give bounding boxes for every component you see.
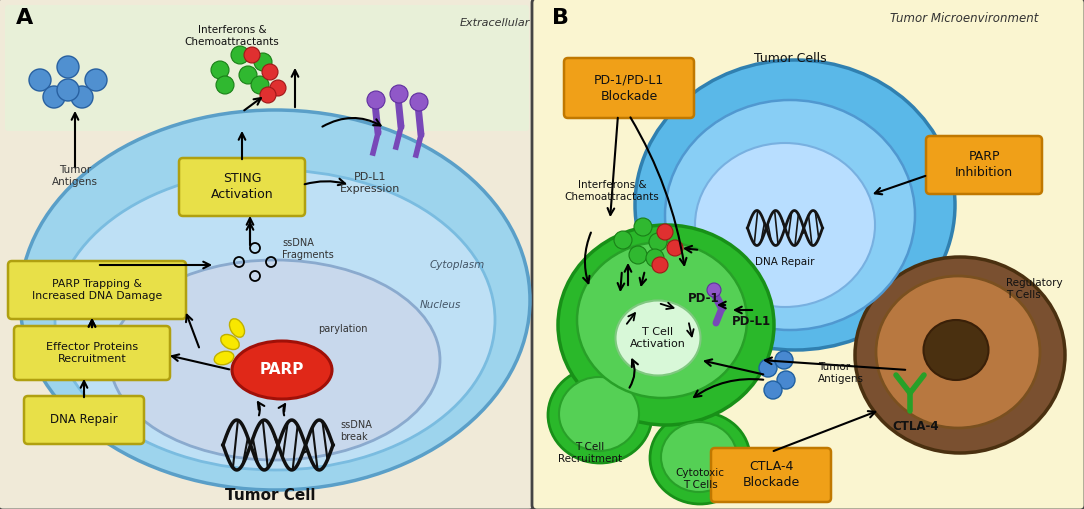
Text: Regulatory
T Cells: Regulatory T Cells xyxy=(1006,278,1062,300)
Ellipse shape xyxy=(230,319,245,337)
Text: CTLA-4
Blockade: CTLA-4 Blockade xyxy=(743,461,800,490)
Text: Tumor Microenvironment: Tumor Microenvironment xyxy=(890,12,1038,25)
Ellipse shape xyxy=(616,300,700,376)
FancyBboxPatch shape xyxy=(564,58,694,118)
FancyBboxPatch shape xyxy=(24,396,144,444)
Text: Tumor Cells: Tumor Cells xyxy=(753,52,826,65)
Ellipse shape xyxy=(876,276,1040,428)
Text: PARP: PARP xyxy=(260,362,305,378)
Ellipse shape xyxy=(661,422,737,492)
Text: Cytoplasm: Cytoplasm xyxy=(430,260,486,270)
Text: PD-1: PD-1 xyxy=(688,292,720,305)
Circle shape xyxy=(260,87,276,103)
Text: B: B xyxy=(552,8,569,28)
Circle shape xyxy=(270,80,286,96)
Circle shape xyxy=(43,86,65,108)
Ellipse shape xyxy=(20,110,530,490)
FancyBboxPatch shape xyxy=(926,136,1042,194)
Circle shape xyxy=(390,85,408,103)
Text: Interferons &
Chemoattractants: Interferons & Chemoattractants xyxy=(184,25,280,47)
FancyBboxPatch shape xyxy=(5,5,529,131)
Circle shape xyxy=(649,233,667,251)
Text: PD-L1: PD-L1 xyxy=(732,315,771,328)
Circle shape xyxy=(238,66,257,84)
Circle shape xyxy=(775,351,793,369)
FancyBboxPatch shape xyxy=(8,261,186,319)
Ellipse shape xyxy=(577,242,747,398)
Text: Extracellular: Extracellular xyxy=(460,18,530,28)
Circle shape xyxy=(244,47,260,63)
Circle shape xyxy=(254,53,272,71)
Circle shape xyxy=(614,231,632,249)
Circle shape xyxy=(211,61,229,79)
Text: STING
Activation: STING Activation xyxy=(210,173,273,202)
Ellipse shape xyxy=(232,341,332,399)
Ellipse shape xyxy=(695,143,875,307)
Text: parylation: parylation xyxy=(318,324,367,334)
Text: Tumor
Antigens: Tumor Antigens xyxy=(818,362,864,384)
Text: Tumor Cell: Tumor Cell xyxy=(224,488,315,503)
Circle shape xyxy=(646,249,664,267)
Circle shape xyxy=(629,246,647,264)
Ellipse shape xyxy=(559,377,638,451)
Circle shape xyxy=(634,218,651,236)
Circle shape xyxy=(251,76,269,94)
Text: Effector Proteins
Recruitment: Effector Proteins Recruitment xyxy=(46,342,138,364)
Ellipse shape xyxy=(549,367,651,463)
Ellipse shape xyxy=(924,320,989,380)
Ellipse shape xyxy=(221,334,240,350)
FancyBboxPatch shape xyxy=(0,0,534,509)
Ellipse shape xyxy=(215,351,234,365)
Text: Tumor
Antigens: Tumor Antigens xyxy=(52,165,98,187)
Circle shape xyxy=(759,359,777,377)
Text: ssDNA
Fragments: ssDNA Fragments xyxy=(282,238,334,260)
Ellipse shape xyxy=(635,60,955,350)
Text: ssDNA
break: ssDNA break xyxy=(340,420,372,442)
Circle shape xyxy=(764,381,782,399)
Circle shape xyxy=(231,46,249,64)
Ellipse shape xyxy=(664,100,915,330)
Circle shape xyxy=(651,257,668,273)
Text: A: A xyxy=(16,8,34,28)
Circle shape xyxy=(29,69,51,91)
FancyBboxPatch shape xyxy=(179,158,305,216)
Ellipse shape xyxy=(650,412,750,504)
Circle shape xyxy=(707,283,721,297)
Text: CTLA-4: CTLA-4 xyxy=(892,420,939,433)
Ellipse shape xyxy=(109,260,440,460)
Text: PD-L1
Expression: PD-L1 Expression xyxy=(339,173,400,194)
Text: Nucleus: Nucleus xyxy=(420,300,462,310)
Circle shape xyxy=(667,240,683,256)
Text: PARP
Inhibition: PARP Inhibition xyxy=(955,151,1014,180)
Ellipse shape xyxy=(855,257,1064,453)
Text: T Cell
Activation: T Cell Activation xyxy=(630,327,686,349)
Text: DNA Repair: DNA Repair xyxy=(50,413,118,427)
Text: PARP Trapping &
Increased DNA Damage: PARP Trapping & Increased DNA Damage xyxy=(31,279,163,301)
Circle shape xyxy=(70,86,93,108)
Ellipse shape xyxy=(55,170,495,470)
Text: DNA Repair: DNA Repair xyxy=(756,257,815,267)
FancyBboxPatch shape xyxy=(14,326,170,380)
Circle shape xyxy=(367,91,385,109)
Text: PD-1/PD-L1
Blockade: PD-1/PD-L1 Blockade xyxy=(594,73,664,102)
Circle shape xyxy=(57,79,79,101)
Circle shape xyxy=(777,371,795,389)
Ellipse shape xyxy=(558,225,774,425)
Circle shape xyxy=(262,64,278,80)
Circle shape xyxy=(57,56,79,78)
Text: T Cell
Recruitment: T Cell Recruitment xyxy=(558,442,622,464)
Text: Cytotoxic
T Cells: Cytotoxic T Cells xyxy=(675,468,724,490)
Circle shape xyxy=(85,69,107,91)
FancyBboxPatch shape xyxy=(532,0,1084,509)
Circle shape xyxy=(410,93,428,111)
Text: Interferons &
Chemoattractants: Interferons & Chemoattractants xyxy=(565,180,659,202)
FancyBboxPatch shape xyxy=(711,448,831,502)
Circle shape xyxy=(657,224,673,240)
Circle shape xyxy=(216,76,234,94)
